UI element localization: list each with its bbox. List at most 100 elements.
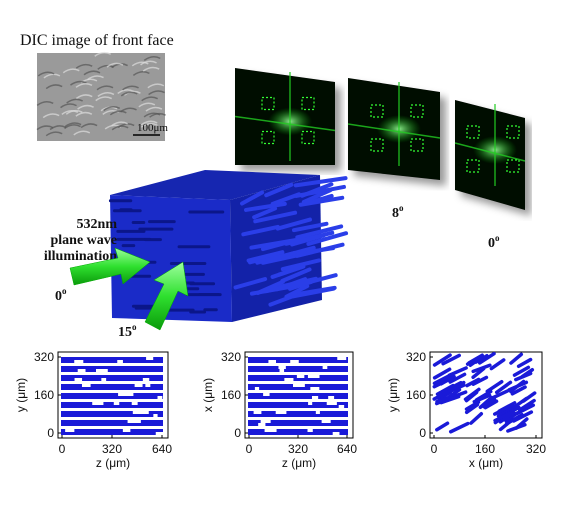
x-tick-label: 640 (152, 442, 172, 456)
strand (255, 279, 285, 295)
stripe (61, 429, 163, 435)
dic-streak (103, 106, 121, 111)
gap (253, 411, 262, 414)
gap (118, 393, 125, 396)
dic-streak (120, 91, 138, 97)
dic-streak (140, 60, 157, 66)
dash (516, 357, 533, 369)
stripe (248, 366, 348, 372)
stripe (248, 402, 348, 408)
gap (98, 369, 108, 372)
dic-streak (131, 61, 149, 67)
dash (477, 351, 496, 365)
dic-streak (96, 85, 114, 91)
dash (496, 404, 516, 418)
dic-streak (70, 80, 87, 86)
cube-front (110, 195, 232, 322)
gap (145, 384, 151, 387)
dash (512, 410, 534, 423)
dash (494, 380, 513, 395)
gap (113, 402, 120, 405)
dash (464, 402, 480, 415)
y-axis-label: x (μm) (201, 378, 215, 412)
gap (275, 411, 287, 414)
strand (280, 267, 312, 283)
dash (463, 387, 481, 401)
diffraction-spot (301, 96, 315, 111)
gap (122, 393, 134, 396)
gap (258, 423, 266, 426)
dash (468, 354, 485, 367)
stripe (61, 357, 163, 363)
gap (290, 360, 299, 363)
dic-streak (45, 84, 63, 90)
dash (432, 376, 454, 389)
dic-streak (138, 102, 156, 108)
strand (241, 224, 280, 237)
dic-inset: DIC image of front face 100μm (20, 32, 174, 141)
dash (432, 389, 450, 401)
stripe (248, 429, 348, 435)
x-axis-label: x (μm) (469, 456, 503, 470)
dash (482, 397, 497, 409)
angle-value: 8 (392, 206, 399, 221)
x-axis-label: z (μm) (282, 456, 316, 470)
scale-bar-label: 100μm (137, 122, 168, 134)
y-tick-label: 0 (47, 426, 54, 440)
gap (132, 411, 142, 414)
dic-streak (145, 106, 163, 112)
dic-texture (36, 51, 166, 137)
dic-streak (65, 109, 83, 115)
diffraction-spot (301, 130, 315, 145)
arrow-0 (69, 247, 151, 286)
strand (294, 184, 346, 198)
dic-streak (106, 62, 124, 68)
x-tick-label: 0 (246, 442, 253, 456)
stripe (61, 384, 163, 390)
strand (255, 250, 297, 265)
stripe (61, 366, 163, 372)
dic-streak (117, 89, 135, 95)
diffraction-spot (506, 159, 520, 173)
diffraction-spot (261, 130, 275, 145)
structure-3d (108, 170, 349, 322)
strand (275, 217, 312, 231)
x-tick-label: 160 (475, 442, 495, 456)
stripe (248, 393, 348, 399)
dic-streak (111, 121, 128, 127)
diffraction-line (234, 115, 336, 132)
y-tick-label: 320 (34, 350, 54, 364)
diffraction-spot (370, 138, 384, 152)
gap (311, 396, 319, 399)
cross-sections: 0 160 320 0 320 640 z (μm) y (μm) 0 160 320 0 320 640… (14, 350, 546, 470)
dash (471, 375, 489, 386)
diffraction-line (347, 123, 441, 139)
dic-streak (140, 120, 158, 126)
strand (244, 201, 287, 212)
angle-value: 15 (118, 325, 132, 340)
angle-degree: o (495, 233, 500, 243)
stripe (61, 402, 163, 408)
dic-streak (75, 82, 93, 88)
y-tick-label: 320 (221, 350, 241, 364)
strand (240, 190, 265, 206)
gap (337, 357, 347, 360)
dash (489, 389, 510, 401)
y-tick-label: 0 (419, 426, 426, 440)
gap (134, 384, 143, 387)
gap (101, 378, 107, 381)
y-tick-label: 160 (34, 388, 54, 402)
gap (131, 402, 138, 405)
dash (478, 395, 494, 410)
dic-streak (37, 71, 55, 77)
dic-streak (49, 125, 67, 131)
x-axis-label: z (μm) (96, 456, 130, 470)
gap (264, 429, 277, 432)
gap (268, 360, 276, 363)
gap (254, 387, 260, 390)
gap (74, 378, 83, 381)
angle-value: 0 (55, 289, 62, 304)
gap (326, 402, 337, 405)
y-tick-label: 320 (406, 350, 426, 364)
